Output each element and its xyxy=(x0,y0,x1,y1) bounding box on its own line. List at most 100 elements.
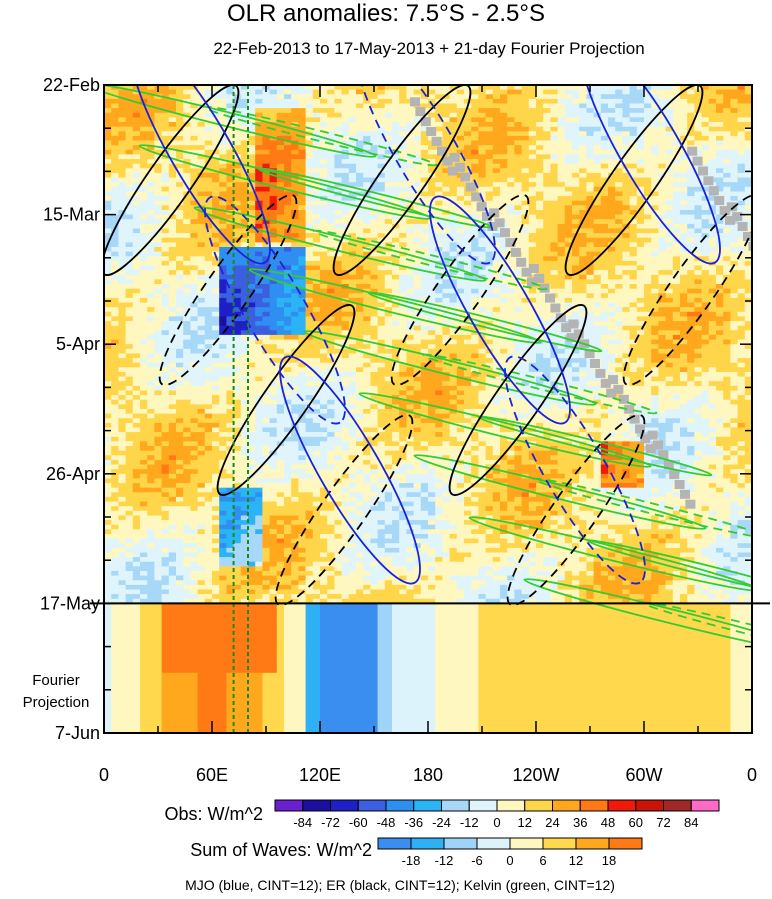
heat-cell xyxy=(471,247,479,253)
heat-cell xyxy=(716,168,724,174)
heat-cell xyxy=(298,135,307,142)
heat-cell xyxy=(608,154,616,160)
heat-cell xyxy=(226,288,235,294)
heat-cell xyxy=(384,223,393,230)
heat-cell xyxy=(118,228,127,234)
heat-cell xyxy=(694,117,703,123)
heat-cell xyxy=(622,265,631,271)
heat-cell xyxy=(147,186,155,192)
heat-cell xyxy=(176,265,184,271)
heat-cell xyxy=(334,168,343,174)
heat-cell xyxy=(744,200,752,206)
heat-cell xyxy=(708,140,717,146)
heat-cell xyxy=(528,210,537,216)
heat-cell xyxy=(248,126,256,132)
heat-cell xyxy=(543,321,551,327)
heat-cell xyxy=(413,168,422,174)
heat-cell xyxy=(291,270,299,276)
heat-cell xyxy=(622,159,631,165)
heat-cell xyxy=(212,135,220,142)
heat-cell xyxy=(543,168,551,174)
heat-cell xyxy=(406,122,415,128)
heat-cell xyxy=(161,85,170,91)
heat-cell xyxy=(471,223,479,230)
heat-cell xyxy=(176,247,184,253)
heat-cell xyxy=(298,279,307,285)
heat-cell xyxy=(615,214,623,220)
heat-cell xyxy=(464,247,472,253)
heat-cell xyxy=(708,154,717,160)
heat-cell xyxy=(212,321,220,327)
heat-cell xyxy=(644,126,652,132)
heat-cell xyxy=(276,251,285,257)
heat-cell xyxy=(363,177,371,183)
heat-cell xyxy=(521,205,530,211)
heat-cell xyxy=(586,112,595,118)
heat-cell xyxy=(600,307,609,313)
heat-cell xyxy=(204,89,213,95)
heat-cell xyxy=(276,126,285,132)
heat-cell xyxy=(658,103,667,109)
heat-cell xyxy=(140,242,148,248)
heat-cell xyxy=(615,293,623,299)
heat-cell xyxy=(737,279,746,285)
heat-cell xyxy=(384,182,393,188)
heat-cell xyxy=(478,247,487,253)
heat-cell xyxy=(536,94,544,100)
heat-cell xyxy=(593,270,602,276)
heat-cell xyxy=(154,103,163,109)
heat-cell xyxy=(363,168,371,174)
heat-cell xyxy=(644,85,652,91)
heat-cell xyxy=(399,154,407,160)
heat-cell xyxy=(248,205,256,211)
heat-cell xyxy=(104,200,112,206)
heat-cell xyxy=(658,168,667,174)
heat-cell xyxy=(154,210,163,216)
heat-cell xyxy=(485,251,494,257)
heat-cell xyxy=(248,210,256,216)
heat-cell xyxy=(636,177,645,183)
heat-cell xyxy=(716,122,724,128)
heat-cell xyxy=(212,307,220,313)
heat-cell xyxy=(269,265,278,271)
heat-cell xyxy=(111,172,119,179)
heat-cell xyxy=(348,159,357,165)
heat-cell xyxy=(154,98,163,105)
heat-cell xyxy=(233,191,242,197)
heat-cell xyxy=(644,214,652,220)
heat-cell xyxy=(118,196,127,202)
heat-cell xyxy=(284,182,292,188)
heat-cell xyxy=(428,330,436,336)
heat-cell xyxy=(593,307,602,313)
heat-cell xyxy=(248,168,256,174)
heat-cell xyxy=(593,85,602,91)
heat-cell xyxy=(370,140,379,146)
heat-cell xyxy=(219,219,227,225)
heat-cell xyxy=(680,316,688,322)
heat-cell xyxy=(334,108,343,114)
heat-cell xyxy=(680,89,688,95)
heat-cell xyxy=(168,214,177,220)
heat-cell xyxy=(363,321,371,327)
heat-cell xyxy=(111,89,119,95)
heat-cell xyxy=(262,163,271,169)
heat-cell xyxy=(370,89,379,95)
heat-cell xyxy=(262,316,271,322)
heat-cell xyxy=(204,270,213,276)
heat-cell xyxy=(730,145,739,151)
heat-cell xyxy=(291,98,299,105)
heat-cell xyxy=(716,256,724,262)
heat-cell xyxy=(420,210,429,216)
heat-cell xyxy=(248,339,256,345)
heat-cell xyxy=(219,191,227,197)
heat-cell xyxy=(737,288,746,294)
heat-cell xyxy=(651,163,659,169)
heat-cell xyxy=(485,228,494,234)
heat-cell xyxy=(464,196,472,202)
heat-cell xyxy=(600,284,609,290)
heat-cell xyxy=(125,182,134,188)
heat-cell xyxy=(248,122,256,128)
heat-cell xyxy=(413,265,422,271)
heat-cell xyxy=(363,270,371,276)
heat-cell xyxy=(312,311,321,317)
